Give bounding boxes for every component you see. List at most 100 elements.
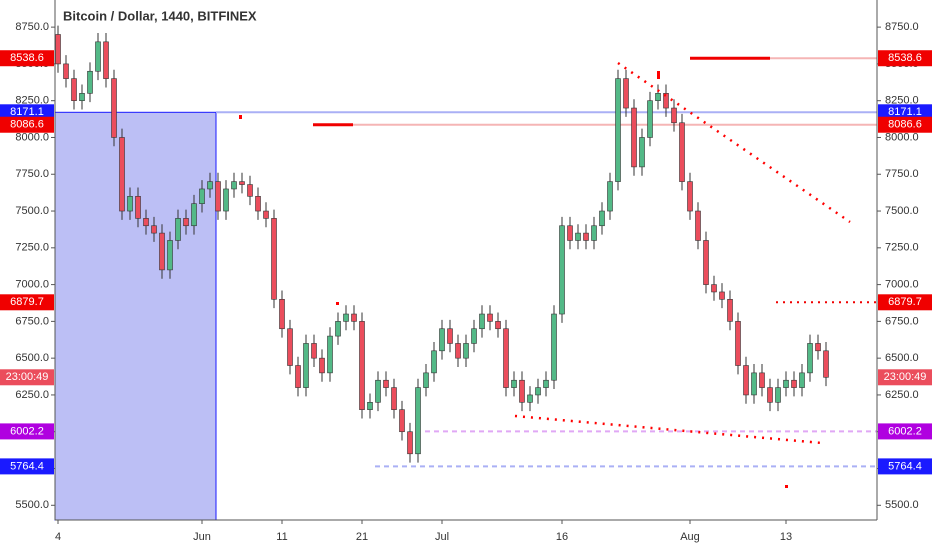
candle-body — [127, 196, 133, 212]
candle-body — [679, 122, 685, 182]
candle-body — [271, 218, 277, 300]
y-tick-label: 6250.0 — [885, 389, 919, 401]
candle-body — [455, 343, 461, 359]
candle-body — [599, 210, 605, 227]
price-badge — [878, 116, 932, 133]
candle-body — [247, 184, 253, 197]
candle-body — [295, 365, 301, 388]
candle-body — [503, 328, 509, 388]
candle-body — [191, 203, 197, 227]
price-badge — [0, 423, 54, 440]
candle-body — [375, 379, 381, 403]
price-badge — [0, 369, 54, 386]
candle-body — [623, 78, 629, 109]
price-badge — [0, 50, 54, 67]
price-badge — [878, 369, 932, 386]
candle-body — [591, 225, 597, 241]
x-tick-label: 11 — [276, 531, 287, 543]
candle-body — [447, 328, 453, 344]
candle-body — [255, 196, 261, 212]
candle-body — [751, 372, 757, 396]
candle-body — [55, 34, 61, 65]
marker — [336, 302, 339, 305]
y-tick-label: 6750.0 — [15, 315, 49, 327]
price-badge-label: 8171.1 — [10, 106, 44, 118]
candle-body — [647, 100, 653, 138]
price-badge-label: 5764.4 — [10, 460, 44, 472]
marker — [785, 485, 788, 488]
candle-body — [223, 188, 229, 212]
y-tick-label: 7500.0 — [15, 205, 49, 217]
trend-line — [514, 414, 823, 445]
candle-body — [527, 394, 533, 403]
candle-body — [279, 299, 285, 330]
candle-body — [311, 343, 317, 359]
y-tick-label: 8750.0 — [15, 21, 49, 33]
candle-body — [767, 387, 773, 403]
plot — [54, 25, 877, 521]
candle-body — [87, 70, 93, 94]
candle-body — [519, 379, 525, 403]
candle-body — [415, 387, 421, 455]
y-tick-label: 5500.0 — [15, 499, 49, 511]
price-badge-label: 5764.4 — [888, 460, 922, 472]
x-tick-label: 21 — [356, 531, 368, 543]
candle-body — [823, 350, 829, 378]
y-tick-label: 8250.0 — [885, 95, 919, 107]
candle-body — [775, 387, 781, 403]
candle-body — [143, 218, 149, 227]
candle-body — [399, 409, 405, 433]
x-tick-label: Jul — [435, 531, 449, 543]
price-badge — [0, 104, 54, 121]
x-tick-label: Jun — [193, 531, 211, 543]
price-badge-label: 6002.2 — [10, 425, 44, 437]
y-tick-label: 8000.0 — [885, 131, 919, 143]
candle-body — [111, 78, 117, 138]
candle-body — [303, 343, 309, 388]
y-tick-label: 7000.0 — [15, 279, 49, 291]
y-tick-label: 6500.0 — [885, 352, 919, 364]
candle-body — [615, 78, 621, 182]
candle-body — [783, 379, 789, 388]
candle-body — [487, 313, 493, 322]
candle-body — [343, 313, 349, 322]
y-tick-label: 7750.0 — [15, 168, 49, 180]
candle-body — [535, 387, 541, 396]
y-tick-label: 8250.0 — [15, 95, 49, 107]
y-tick-label: 5500.0 — [885, 499, 919, 511]
candle-body — [183, 218, 189, 227]
candle-body — [439, 328, 445, 352]
candle-body — [95, 41, 101, 72]
price-badge-label: 23:00:49 — [6, 371, 49, 383]
candle-body — [695, 210, 701, 241]
candle-body — [135, 196, 141, 219]
candle-body — [791, 379, 797, 388]
candle-body — [543, 379, 549, 388]
candle-body — [327, 335, 333, 374]
candle-body — [567, 225, 573, 241]
price-badge — [878, 423, 932, 440]
candle-body — [719, 291, 725, 300]
candle-body — [167, 240, 173, 271]
y-tick-label: 8750.0 — [885, 21, 919, 33]
x-tick-label: Aug — [680, 531, 700, 543]
x-tick-label: 13 — [780, 531, 792, 543]
price-badge — [0, 294, 54, 311]
candle-body — [199, 188, 205, 204]
candle-body — [655, 93, 661, 101]
candle-body — [79, 93, 85, 101]
price-badge — [878, 458, 932, 475]
candle-body — [511, 379, 517, 388]
candle-body — [631, 107, 637, 168]
candle-body — [583, 232, 589, 241]
candle-body — [687, 181, 693, 212]
candle-body — [727, 299, 733, 322]
candle-body — [287, 328, 293, 366]
x-tick-label: 4 — [55, 531, 61, 543]
y-tick-label: 7000.0 — [885, 279, 919, 291]
chart-title: Bitcoin / Dollar, 1440, BITFINEX — [63, 8, 257, 23]
price-badge — [0, 458, 54, 475]
price-badge-label: 6002.2 — [888, 425, 922, 437]
candle-body — [175, 218, 181, 241]
candle-body — [159, 232, 165, 271]
